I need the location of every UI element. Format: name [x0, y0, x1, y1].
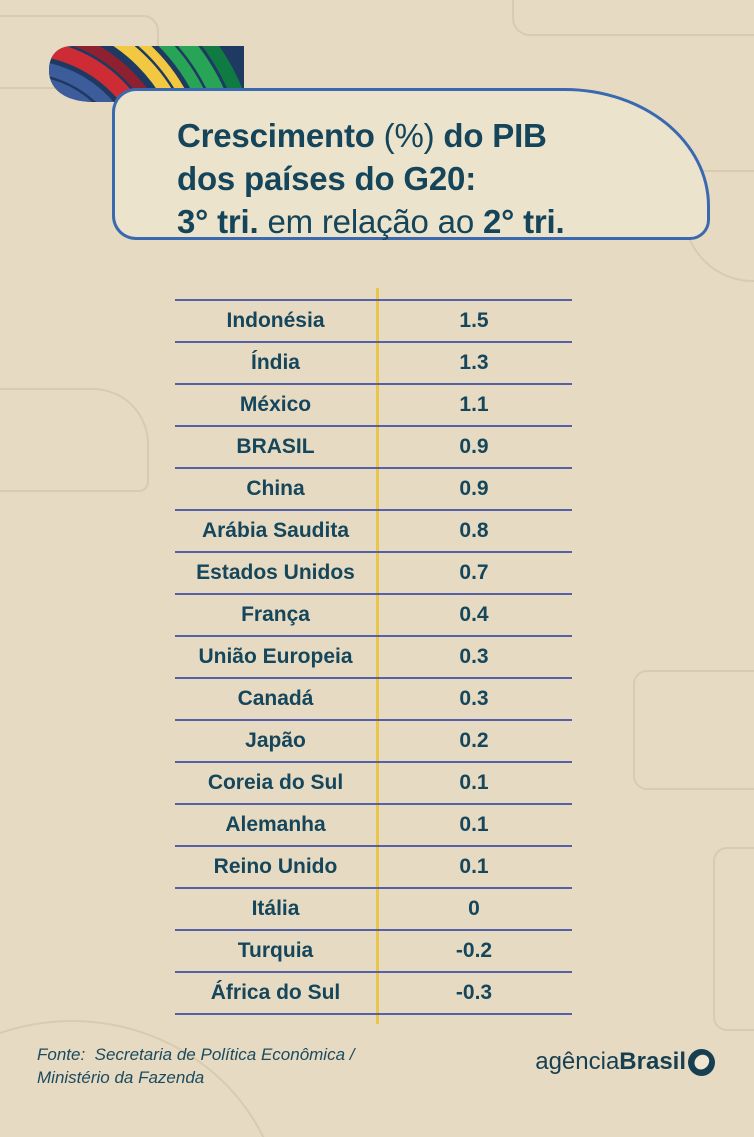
country-cell: Arábia Saudita	[201, 519, 350, 542]
value-cell: 0.1	[459, 813, 489, 836]
table-row: Coreia do Sul 0.1	[175, 761, 572, 803]
table-row: Alemanha 0.1	[175, 803, 572, 845]
brasil-map-circle-icon	[688, 1048, 715, 1076]
value-cell: 0.1	[459, 771, 489, 794]
country-cell: África do Sul	[210, 981, 341, 1004]
value-cell: 0.4	[459, 603, 489, 626]
value-cell: 0.9	[459, 477, 489, 500]
value-cell: -0.3	[455, 981, 493, 1004]
table-row: Turquia -0.2	[175, 929, 572, 971]
background-pattern-shape	[0, 388, 149, 492]
background-pattern-shape	[512, 0, 754, 36]
value-cell: 0.8	[459, 519, 489, 542]
logo-text-regular: agência	[535, 1048, 620, 1075]
country-cell: União Europeia	[198, 645, 353, 668]
g20-table: Indonésia 1.5 Índia 1.3 México 1.1 BRASIL 0.9 Ch…	[175, 299, 572, 1015]
country-cell: Alemanha	[225, 813, 326, 836]
country-cell: Turquia	[237, 939, 314, 962]
title-line-2: dos países do G20:	[177, 157, 564, 200]
source-line-1: Fonte: Secretaria de Política Econômica …	[37, 1045, 355, 1064]
table-column-divider	[376, 288, 379, 1024]
country-cell: China	[246, 477, 305, 500]
title-segment: dos países do G20:	[177, 160, 476, 197]
value-cell: 1.5	[459, 309, 489, 332]
value-cell: -0.2	[455, 939, 493, 962]
value-cell: 0.9	[459, 435, 489, 458]
logo-text-bold: Brasil	[619, 1048, 686, 1075]
value-cell: 0.2	[459, 729, 489, 752]
source-line-2: Ministério da Fazenda	[37, 1068, 205, 1087]
source-note: Fonte: Secretaria de Política Econômica …	[37, 1043, 355, 1089]
table-row: Índia 1.3	[175, 341, 572, 383]
page-title: Crescimento (%) do PIB dos países do G20…	[177, 114, 565, 243]
country-cell: Estados Unidos	[196, 561, 355, 584]
title-segment: do PIB	[443, 117, 547, 154]
table-row: Estados Unidos 0.7	[175, 551, 572, 593]
table-row: Arábia Saudita 0.8	[175, 509, 572, 551]
value-cell: 0.1	[459, 855, 489, 878]
title-segment: (%)	[383, 117, 435, 154]
table-row: África do Sul -0.3	[175, 971, 572, 1013]
value-cell: 0.7	[459, 561, 489, 584]
table-row: China 0.9	[175, 467, 572, 509]
title-segment: Crescimento	[177, 117, 375, 154]
country-cell: BRASIL	[236, 435, 315, 458]
title-segment: 2° tri.	[482, 203, 565, 240]
table-row: Indonésia 1.5	[175, 299, 572, 341]
background-pattern-shape	[633, 670, 754, 790]
table-row: União Europeia 0.3	[175, 635, 572, 677]
title-box: Crescimento (%) do PIB dos países do G20…	[112, 88, 710, 240]
country-cell: Japão	[245, 729, 306, 752]
table-row: BRASIL 0.9	[175, 425, 572, 467]
agencia-brasil-logo: agência Brasil	[535, 1048, 715, 1076]
table-row: Canadá 0.3	[175, 677, 572, 719]
title-segment: 3° tri.	[177, 203, 259, 240]
country-cell: Indonésia	[226, 309, 325, 332]
country-cell: Coreia do Sul	[207, 771, 344, 794]
title-segment: em relação ao	[267, 203, 474, 240]
title-line-1: Crescimento (%) do PIB	[177, 114, 564, 157]
table-row: França 0.4	[175, 593, 572, 635]
country-cell: Índia	[250, 351, 300, 374]
country-cell: Itália	[251, 897, 300, 920]
background-pattern-shape	[713, 847, 754, 1031]
value-cell: 0	[468, 897, 480, 920]
value-cell: 0.3	[459, 645, 489, 668]
table-row: México 1.1	[175, 383, 572, 425]
country-cell: França	[241, 603, 310, 626]
value-cell: 1.3	[459, 351, 489, 374]
title-line-3: 3° tri. em relação ao 2° tri.	[177, 200, 565, 243]
table-row: Japão 0.2	[175, 719, 572, 761]
value-cell: 1.1	[459, 393, 489, 416]
country-cell: México	[239, 393, 312, 416]
table-row: Reino Unido 0.1	[175, 845, 572, 887]
value-cell: 0.3	[459, 687, 489, 710]
table-row: Itália 0	[175, 887, 572, 929]
country-cell: Reino Unido	[213, 855, 338, 878]
country-cell: Canadá	[237, 687, 314, 710]
